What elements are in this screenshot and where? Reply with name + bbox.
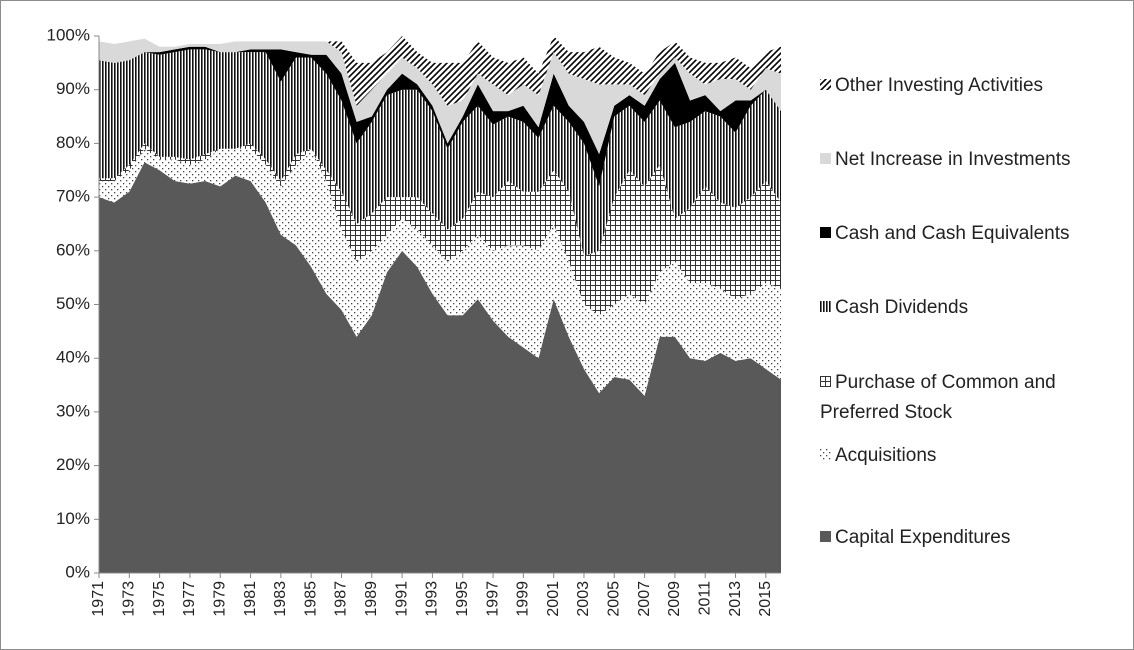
area (99, 36, 781, 106)
area (99, 162, 781, 573)
x-tick-label: 1977 (181, 581, 198, 617)
x-tick-label: 1987 (333, 581, 350, 617)
legend-item: Other Investing Activities (820, 70, 1120, 101)
x-tick-label: 1975 (151, 581, 168, 617)
legend-label: Purchase of Common and Preferred Stock (820, 372, 1056, 423)
x-tick-label: 2011 (696, 581, 713, 616)
legend-item: Purchase of Common and Preferred Stock (820, 367, 1120, 428)
legend-item: Cash and Cash Equivalents (820, 218, 1120, 249)
y-tick-label: 60% (56, 240, 90, 259)
legend-label: Cash and Cash Equivalents (835, 223, 1070, 244)
x-tick-label: 2009 (666, 581, 683, 617)
x-tick-label: 2013 (727, 581, 744, 617)
x-tick-label: 1981 (242, 581, 259, 617)
legend-swatch (820, 367, 831, 387)
area (99, 148, 781, 396)
x-tick-label: 1971 (90, 581, 107, 617)
y-tick-label: 40% (56, 348, 90, 367)
legend-label: Cash Dividends (835, 297, 969, 318)
y-tick-label: 90% (56, 79, 90, 98)
x-tick-label: 1997 (484, 581, 501, 617)
x-tick-label: 1993 (424, 581, 441, 617)
legend-swatch (820, 292, 831, 312)
legend-swatch (820, 144, 831, 164)
x-tick-label: 1983 (272, 581, 289, 617)
legend-swatch (820, 218, 831, 238)
area (99, 49, 781, 257)
y-tick-label: 80% (56, 133, 90, 152)
x-tick-label: 1985 (302, 581, 319, 617)
legend-item: Capital Expenditures (820, 522, 1120, 553)
x-tick-label: 1995 (454, 581, 471, 617)
legend-label: Other Investing Activities (835, 75, 1044, 96)
x-tick-label: 2003 (575, 581, 592, 617)
y-tick-label: 20% (56, 455, 90, 474)
area (99, 143, 781, 316)
area (99, 46, 781, 187)
x-tick-label: 2015 (757, 581, 774, 617)
x-tick-label: 1979 (211, 581, 228, 617)
legend-swatch (820, 440, 831, 460)
y-tick-label: 100% (47, 25, 90, 44)
x-tick-label: 2001 (545, 581, 562, 617)
x-tick-label: 1999 (515, 581, 532, 617)
y-tick-label: 30% (56, 401, 90, 420)
legend-label: Net Increase in Investments (835, 149, 1071, 170)
y-tick-label: 50% (56, 294, 90, 313)
x-tick-label: 2007 (636, 581, 653, 617)
y-tick-label: 10% (56, 509, 90, 528)
legend-item: Acquisitions (820, 440, 1120, 471)
x-tick-label: 2005 (606, 581, 623, 617)
legend-item: Net Increase in Investments (820, 144, 1120, 175)
legend-swatch (820, 522, 831, 542)
x-tick-label: 1973 (121, 581, 138, 617)
x-tick-label: 1989 (363, 581, 380, 617)
y-tick-label: 70% (56, 187, 90, 206)
y-tick-label: 0% (65, 562, 90, 581)
area (99, 38, 781, 155)
x-tick-label: 1991 (393, 581, 410, 617)
legend-label: Capital Expenditures (835, 527, 1011, 548)
legend-swatch (820, 70, 831, 90)
legend-label: Acquisitions (835, 445, 937, 466)
legend-item: Cash Dividends (820, 292, 1120, 323)
